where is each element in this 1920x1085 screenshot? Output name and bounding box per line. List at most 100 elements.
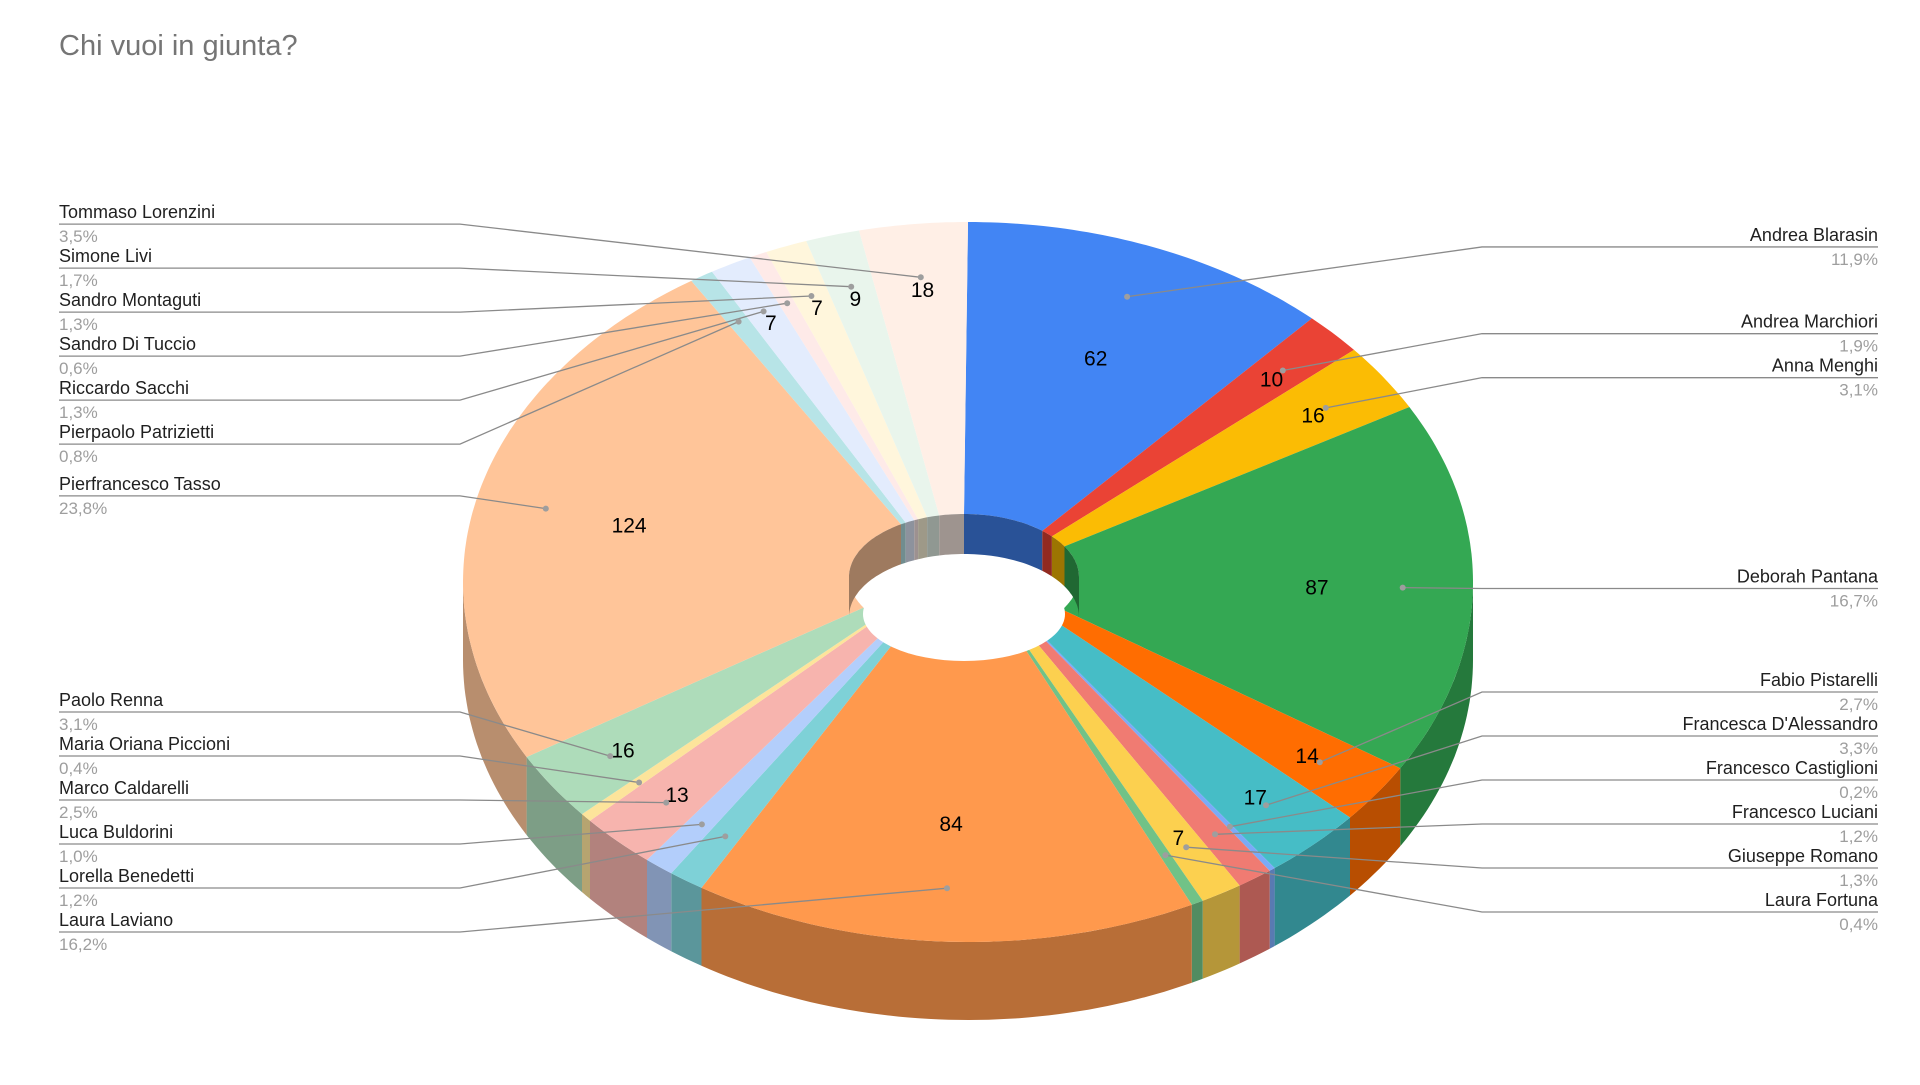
slice-side-lorella-benedetti bbox=[671, 873, 702, 966]
slice-percent-label-fabio-pistarelli: 2,7% bbox=[1839, 695, 1878, 714]
slice-side-luca-buldorini bbox=[647, 859, 672, 952]
callout-line-maria-oriana-piccioni bbox=[59, 755, 640, 784]
slice-percent-label-deborah-pantana: 16,7% bbox=[1830, 592, 1878, 611]
value-label-simone-livi: 9 bbox=[850, 288, 862, 311]
donut-hole bbox=[863, 567, 1065, 661]
slice-sandro-di-tuccio bbox=[749, 252, 919, 521]
callout-dot-maria-oriana-piccioni bbox=[636, 779, 643, 786]
slice-laura-fortuna bbox=[1015, 632, 1203, 905]
value-label-tommaso-lorenzini: 18 bbox=[911, 279, 934, 302]
slice-luca-buldorini bbox=[647, 625, 897, 874]
callout-dot-luca-buldorini bbox=[698, 821, 705, 828]
pie-hole bbox=[849, 514, 1079, 661]
slice-side-laura-laviano bbox=[701, 887, 1192, 1020]
slice-hole-wall-andrea-blarasin bbox=[964, 514, 1043, 571]
callout-line-pierfrancesco-tasso bbox=[59, 495, 546, 510]
slice-name-label-paolo-renna: Paolo Renna bbox=[59, 690, 164, 710]
value-label-andrea-blarasin: 62 bbox=[1084, 348, 1107, 371]
callout-line-lorella-benedetti bbox=[59, 835, 726, 889]
slice-side-francesco-castiglioni bbox=[1269, 868, 1275, 949]
slice-percent-label-maria-oriana-piccioni: 0,4% bbox=[59, 759, 98, 778]
value-label-giuseppe-romano: 7 bbox=[1172, 827, 1184, 850]
callout-dot-francesco-castiglioni bbox=[1226, 823, 1233, 830]
slice-giuseppe-romano bbox=[1017, 630, 1240, 901]
callout-line-paolo-renna bbox=[59, 711, 611, 757]
value-label-paolo-renna: 16 bbox=[611, 739, 634, 762]
callout-dot-pierpaolo-patrizietti bbox=[735, 318, 742, 325]
slice-name-label-luca-buldorini: Luca Buldorini bbox=[59, 822, 173, 842]
callout-dot-francesca-d-alessandro bbox=[1263, 802, 1269, 809]
callout-line-sandro-di-tuccio bbox=[59, 302, 788, 357]
value-label-andrea-marchiori: 10 bbox=[1260, 369, 1283, 392]
slice-name-label-riccardo-sacchi: Riccardo Sacchi bbox=[59, 378, 189, 398]
slice-name-label-francesca-d-alessandro: Francesca D'Alessandro bbox=[1682, 714, 1878, 734]
value-labels: 62 10 16 87 14 17 7 84 13 16 124 7 7 9 18 bbox=[611, 279, 1328, 850]
callout-dot-andrea-blarasin bbox=[1124, 293, 1131, 300]
value-label-laura-laviano: 84 bbox=[939, 813, 963, 836]
callout-dot-riccardo-sacchi bbox=[760, 308, 767, 315]
callout-line-luca-buldorini bbox=[59, 823, 702, 845]
callout-line-anna-menghi bbox=[1325, 377, 1878, 409]
callout-dot-paolo-renna bbox=[607, 753, 614, 760]
callout-dot-giuseppe-romano bbox=[1183, 844, 1190, 851]
slice-marco-caldarelli bbox=[590, 618, 891, 860]
slice-riccardo-sacchi bbox=[712, 257, 915, 523]
slice-side-pierfrancesco-tasso bbox=[463, 582, 527, 835]
callout-dot-pierfrancesco-tasso bbox=[542, 505, 549, 512]
slice-name-label-giuseppe-romano: Giuseppe Romano bbox=[1728, 846, 1878, 866]
callout-dot-fabio-pistarelli bbox=[1316, 759, 1323, 766]
slice-sandro-montaguti bbox=[766, 241, 928, 520]
slice-deborah-pantana bbox=[1062, 407, 1473, 769]
callout-line-simone-livi bbox=[59, 267, 852, 288]
slice-name-label-pierfrancesco-tasso: Pierfrancesco Tasso bbox=[59, 474, 221, 494]
slice-name-label-sandro-montaguti: Sandro Montaguti bbox=[59, 290, 201, 310]
callout-dot-marco-caldarelli bbox=[663, 799, 670, 806]
slice-name-label-maria-oriana-piccioni: Maria Oriana Piccioni bbox=[59, 734, 230, 754]
slice-name-label-laura-laviano: Laura Laviano bbox=[59, 910, 173, 930]
callout-dot-laura-laviano bbox=[944, 885, 950, 892]
slice-percent-label-francesca-d-alessandro: 3,3% bbox=[1839, 739, 1878, 758]
slice-hole-wall-deborah-pantana bbox=[1064, 546, 1079, 617]
slice-percent-label-francesco-castiglioni: 0,2% bbox=[1839, 783, 1878, 802]
callout-dot-anna-menghi bbox=[1322, 404, 1329, 411]
callout-dot-francesco-luciani bbox=[1212, 831, 1218, 838]
callout-line-sandro-montaguti bbox=[59, 295, 812, 313]
slice-name-label-anna-menghi: Anna Menghi bbox=[1772, 356, 1878, 376]
slice-hole-wall-simone-livi bbox=[927, 515, 940, 558]
slice-simone-livi bbox=[806, 230, 940, 518]
slice-percent-label-anna-menghi: 3,1% bbox=[1839, 381, 1878, 400]
slice-tommaso-lorenzini bbox=[859, 222, 968, 516]
value-label-riccardo-sacchi: 7 bbox=[765, 312, 777, 335]
slice-side-fabio-pistarelli bbox=[1350, 768, 1401, 896]
slice-francesco-luciani bbox=[1025, 627, 1270, 886]
slice-side-laura-fortuna bbox=[1191, 900, 1203, 983]
callout-line-giuseppe-romano bbox=[1186, 846, 1878, 869]
slice-side-deborah-pantana bbox=[1400, 582, 1473, 847]
slice-hole-wall-pierfrancesco-tasso bbox=[849, 524, 901, 617]
callout-dot-tommaso-lorenzini bbox=[917, 274, 924, 281]
slice-percent-label-luca-buldorini: 1,0% bbox=[59, 847, 98, 866]
slice-side-giuseppe-romano bbox=[1202, 885, 1240, 979]
slice-name-label-laura-fortuna: Laura Fortuna bbox=[1765, 890, 1879, 910]
slice-percent-label-lorella-benedetti: 1,2% bbox=[59, 891, 98, 910]
slice-name-label-andrea-blarasin: Andrea Blarasin bbox=[1750, 225, 1878, 245]
callout-line-pierpaolo-patrizietti bbox=[59, 321, 739, 445]
slice-percent-label-riccardo-sacchi: 1,3% bbox=[59, 403, 98, 422]
slice-francesco-castiglioni bbox=[1032, 627, 1275, 871]
slice-percent-label-giuseppe-romano: 1,3% bbox=[1839, 871, 1878, 890]
value-label-pierfrancesco-tasso: 124 bbox=[612, 514, 647, 537]
callout-line-francesca-d-alessandro bbox=[1265, 735, 1878, 806]
slice-percent-label-andrea-blarasin: 11,9% bbox=[1831, 250, 1878, 269]
slice-name-label-francesco-castiglioni: Francesco Castiglioni bbox=[1706, 758, 1878, 778]
value-label-deborah-pantana: 87 bbox=[1305, 576, 1328, 599]
callout-line-tommaso-lorenzini bbox=[59, 223, 921, 278]
slice-name-label-fabio-pistarelli: Fabio Pistarelli bbox=[1760, 670, 1878, 690]
slice-percent-label-laura-fortuna: 0,4% bbox=[1839, 915, 1878, 934]
slice-fabio-pistarelli bbox=[1051, 609, 1401, 818]
slice-lorella-benedetti bbox=[671, 628, 904, 888]
callout-labels: Andrea Blarasin 11,9% Andrea Marchiori 1,9%… bbox=[59, 202, 1879, 954]
slice-name-label-simone-livi: Simone Livi bbox=[59, 246, 152, 266]
callout-line-andrea-blarasin bbox=[1127, 246, 1878, 298]
slice-francesca-d-alessandro bbox=[1033, 618, 1350, 868]
slice-andrea-blarasin bbox=[964, 222, 1312, 531]
